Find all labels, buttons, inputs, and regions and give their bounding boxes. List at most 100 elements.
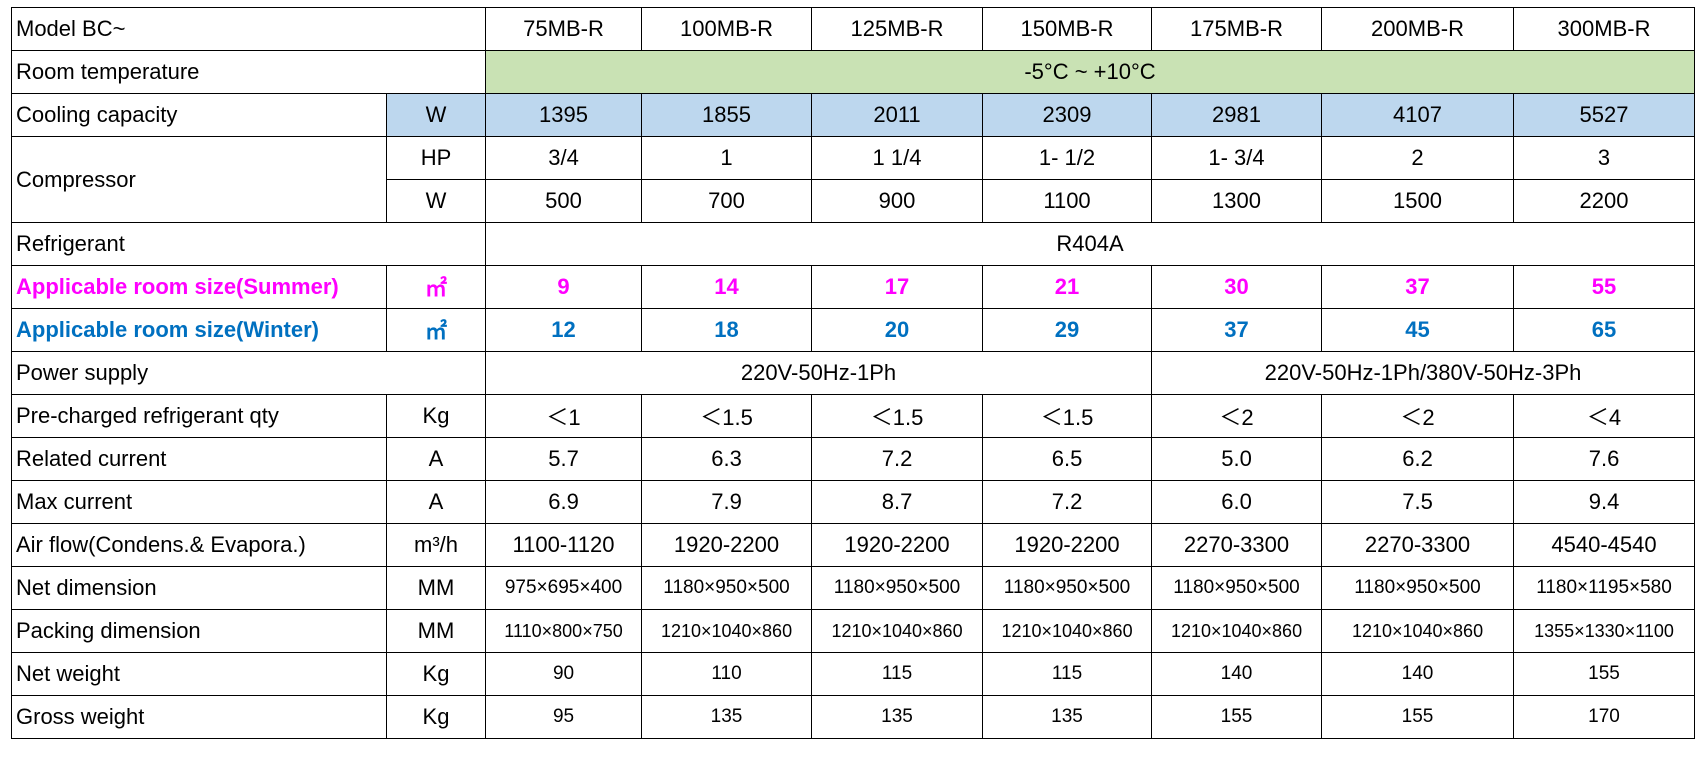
value: 900 — [811, 179, 984, 223]
value: 6.2 — [1321, 437, 1515, 481]
model-name: 125MB-R — [811, 7, 984, 51]
value: 1210×1040×860 — [1321, 609, 1515, 653]
value: 1210×1040×860 — [1151, 609, 1323, 653]
table-row: Cooling capacity W 1395 1855 2011 2309 2981 410… — [11, 93, 1696, 137]
value: ＜4 — [1513, 394, 1696, 438]
value: 1- 1/2 — [982, 136, 1153, 180]
table-row: Air flow(Condens.& Evapora.) m³/h 1100-112… — [11, 523, 1696, 567]
unit: Kg — [385, 652, 487, 696]
unit: MM — [385, 566, 487, 610]
unit: A — [385, 480, 487, 524]
table-row: Applicable room size(Winter) ㎡ 12 18 20 29 37 4… — [11, 308, 1696, 352]
row-label: Power supply — [10, 351, 487, 395]
unit: A — [385, 437, 487, 481]
unit: Kg — [385, 394, 487, 438]
value: 1180×950×500 — [641, 566, 813, 610]
value: 7.5 — [1321, 480, 1515, 524]
row-label: Applicable room size(Summer) — [11, 265, 387, 309]
model-name: 100MB-R — [641, 7, 813, 51]
row-label: Air flow(Condens.& Evapora.) — [11, 523, 387, 567]
table-body: Model BC~ 75MB-R 100MB-R 125MB-R 150MB-R 175M… — [10, 7, 1696, 739]
value: 500 — [485, 179, 643, 223]
value: 115 — [982, 652, 1153, 696]
table-row: Max current A 6.9 7.9 8.7 7.2 6.0 7.5 9.4 — [11, 480, 1696, 524]
value: 220V-50Hz-1Ph — [485, 351, 1153, 395]
value: 155 — [1513, 652, 1696, 696]
value: 2011 — [811, 93, 984, 137]
row-label: Compressor — [11, 136, 387, 223]
value: 1920-2200 — [982, 523, 1153, 567]
value: 9.4 — [1513, 480, 1696, 524]
model-name: 300MB-R — [1513, 7, 1696, 51]
table-row: Net dimension MM 975×695×400 1180×950×500 11… — [11, 566, 1696, 610]
unit: MM — [385, 609, 487, 653]
value: 2309 — [982, 93, 1153, 137]
value: 1210×1040×860 — [641, 609, 813, 653]
value: 1300 — [1151, 179, 1323, 223]
value: 12 — [485, 308, 643, 352]
table-row: Net weight Kg 90 110 115 115 140 140 155 — [11, 652, 1696, 696]
unit: W — [385, 93, 487, 137]
table-row: Room temperature -5°C ~ +10°C — [10, 50, 1696, 94]
value: 1855 — [641, 93, 813, 137]
value: 135 — [811, 695, 984, 739]
value: 1180×950×500 — [1321, 566, 1515, 610]
value: 7.9 — [641, 480, 813, 524]
row-label: Refrigerant — [10, 222, 487, 266]
value: 1180×950×500 — [1151, 566, 1323, 610]
value: ＜1 — [485, 394, 643, 438]
value: 5.0 — [1151, 437, 1323, 481]
value: ＜1.5 — [982, 394, 1153, 438]
spec-table: Model BC~ 75MB-R 100MB-R 125MB-R 150MB-R 175M… — [10, 7, 1696, 739]
value: 1180×950×500 — [811, 566, 984, 610]
value: 1355×1330×1100 — [1513, 609, 1696, 653]
value: 1500 — [1321, 179, 1515, 223]
row-label: Gross weight — [11, 695, 387, 739]
value: 2270-3300 — [1321, 523, 1515, 567]
value: 2270-3300 — [1151, 523, 1323, 567]
value: 29 — [982, 308, 1153, 352]
value: 1180×1195×580 — [1513, 566, 1696, 610]
value: 9 — [485, 265, 643, 309]
value: 1920-2200 — [811, 523, 984, 567]
table-row: Gross weight Kg 95 135 135 135 155 155 170 — [11, 695, 1696, 739]
value: 14 — [641, 265, 813, 309]
value: 220V-50Hz-1Ph/380V-50Hz-3Ph — [1151, 351, 1696, 395]
value: 1100 — [982, 179, 1153, 223]
value: 8.7 — [811, 480, 984, 524]
model-name: 150MB-R — [982, 7, 1153, 51]
unit: W — [385, 179, 487, 223]
value: 18 — [641, 308, 813, 352]
value: 700 — [641, 179, 813, 223]
unit: HP — [385, 136, 487, 180]
value: 6.9 — [485, 480, 643, 524]
value: 4540-4540 — [1513, 523, 1696, 567]
table-row: Pre-charged refrigerant qty Kg ＜1 ＜1.5 ＜1.5 ＜… — [11, 394, 1696, 438]
row-label: Net weight — [11, 652, 387, 696]
value: 5527 — [1513, 93, 1696, 137]
value: ＜2 — [1321, 394, 1515, 438]
value: 140 — [1321, 652, 1515, 696]
unit: ㎡ — [385, 308, 487, 352]
model-name: 175MB-R — [1151, 7, 1323, 51]
value: ＜1.5 — [811, 394, 984, 438]
value: 17 — [811, 265, 984, 309]
value: -5°C ~ +10°C — [485, 50, 1696, 94]
value: 65 — [1513, 308, 1696, 352]
table-row: Model BC~ 75MB-R 100MB-R 125MB-R 150MB-R 175M… — [10, 7, 1696, 51]
value: 5.7 — [485, 437, 643, 481]
row-label: Room temperature — [10, 50, 487, 94]
value: 110 — [641, 652, 813, 696]
value: 20 — [811, 308, 984, 352]
value: 3 — [1513, 136, 1696, 180]
value: 1 — [641, 136, 813, 180]
row-label: Packing dimension — [11, 609, 387, 653]
value: 6.3 — [641, 437, 813, 481]
value: R404A — [485, 222, 1696, 266]
value: 95 — [485, 695, 643, 739]
model-name: 75MB-R — [485, 7, 643, 51]
value: 1210×1040×860 — [982, 609, 1153, 653]
unit: ㎡ — [385, 265, 487, 309]
value: 135 — [641, 695, 813, 739]
table-row: Refrigerant R404A — [10, 222, 1696, 266]
